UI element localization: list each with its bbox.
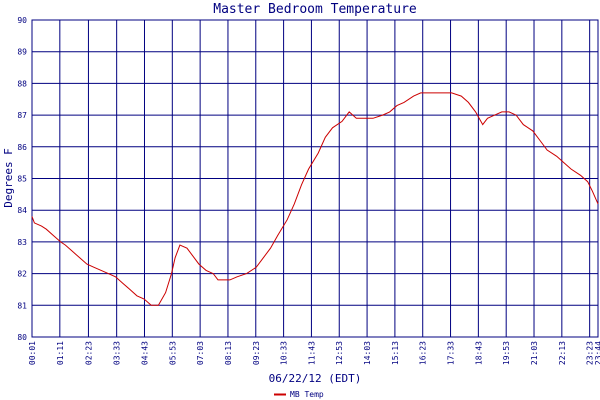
plot-area	[31, 19, 599, 338]
x-tick-label: 14:03	[363, 341, 372, 365]
y-tick-label: 81	[17, 301, 27, 310]
x-tick-label: 03:33	[113, 341, 122, 365]
x-tick-label: 22:13	[558, 341, 567, 365]
x-tick-label: 08:13	[224, 341, 233, 365]
x-tick-label: 15:13	[391, 341, 400, 365]
x-tick-label: 16:23	[419, 341, 428, 365]
legend-label: MB Temp	[290, 390, 324, 399]
x-tick-label: 12:53	[335, 341, 344, 365]
y-axis-tick-labels: 80 81 82 83 84 85 86 87 88 89 90	[17, 16, 27, 342]
x-tick-label: 04:43	[140, 341, 149, 365]
y-tick-label: 85	[17, 175, 27, 184]
y-tick-label: 84	[17, 206, 27, 215]
x-axis-label: 06/22/12 (EDT)	[269, 372, 362, 385]
chart-title: Master Bedroom Temperature	[213, 2, 417, 17]
x-tick-label: 11:43	[307, 341, 316, 365]
x-tick-label: 09:23	[252, 341, 261, 365]
x-tick-label: 23:23	[586, 341, 595, 365]
y-tick-label: 88	[17, 79, 27, 88]
y-tick-label: 87	[17, 111, 27, 120]
x-tick-label: 05:53	[168, 341, 177, 365]
x-axis-tick-labels: 00:01 01:11 02:23 03:33 04:43 05:53 07:03 08:13…	[28, 341, 600, 365]
y-tick-label: 86	[17, 143, 27, 152]
x-tick-label: 02:23	[84, 341, 93, 365]
y-axis-label: Degrees F	[2, 148, 15, 208]
y-tick-label: 83	[17, 238, 27, 247]
legend: MB Temp	[274, 390, 324, 399]
series-line-mb-temp	[31, 92, 599, 306]
x-tick-label: 01:11	[56, 341, 65, 365]
x-tick-label: 19:53	[502, 341, 511, 365]
x-tick-label: 18:43	[474, 341, 483, 365]
y-tick-label: 89	[17, 48, 27, 57]
y-tick-label: 90	[17, 16, 27, 25]
y-tick-label: 82	[17, 270, 27, 279]
x-tick-label: 17:33	[447, 341, 456, 365]
plot-frame	[31, 19, 599, 338]
x-tick-label: 10:33	[280, 341, 289, 365]
x-tick-label: 00:01	[28, 341, 37, 365]
x-tick-label: 07:03	[196, 341, 205, 365]
x-tick-label: 23:44	[594, 341, 600, 365]
y-tick-label: 80	[17, 333, 27, 342]
x-tick-label: 21:03	[530, 341, 539, 365]
